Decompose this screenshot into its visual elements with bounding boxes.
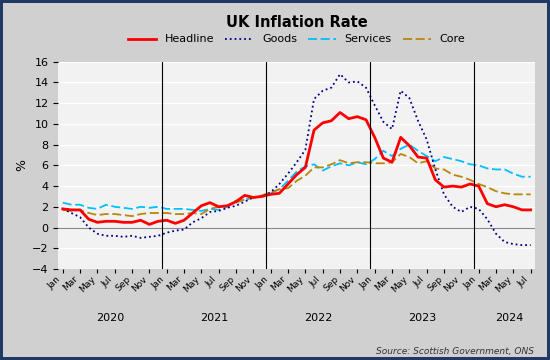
Text: 2020: 2020 (96, 314, 124, 323)
Text: Source: Scottish Government, ONS: Source: Scottish Government, ONS (376, 347, 534, 356)
Legend: Headline, Goods, Services, Core: Headline, Goods, Services, Core (124, 30, 470, 49)
Text: 2024: 2024 (495, 314, 523, 323)
Title: UK Inflation Rate: UK Inflation Rate (226, 15, 367, 30)
Y-axis label: %: % (15, 159, 28, 171)
Text: 2021: 2021 (200, 314, 228, 323)
Text: 2023: 2023 (408, 314, 437, 323)
Text: 2022: 2022 (304, 314, 333, 323)
